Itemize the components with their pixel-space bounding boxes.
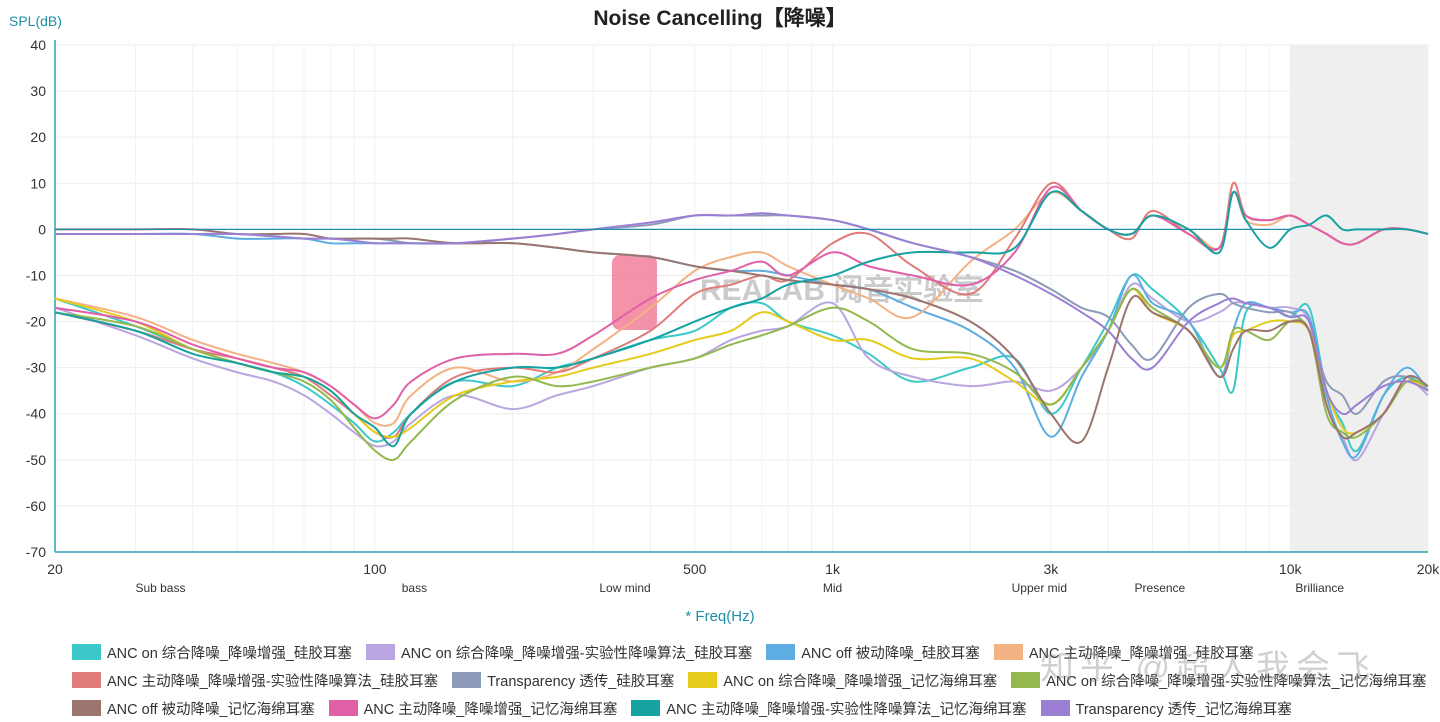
- legend-swatch: [1011, 672, 1041, 688]
- watermark-zhihu: 知乎 @超人我会飞: [1040, 649, 1376, 687]
- series-line: [54, 228, 1429, 444]
- band-label: Upper mid: [1012, 581, 1067, 595]
- legend-swatch: [72, 644, 101, 660]
- y-tick-label: -50: [26, 452, 46, 468]
- x-tick-label: 20: [47, 561, 63, 577]
- x-tick-label: 10k: [1279, 561, 1303, 577]
- legend-label: ANC 主动降噪_降噪增强-实验性降噪算法_记忆海绵耳塞: [666, 701, 1027, 718]
- legend-item[interactable]: ANC 主动降噪_降噪增强-实验性降噪算法_硅胶耳塞: [72, 670, 438, 691]
- legend-item[interactable]: ANC off 被动降噪_记忆海绵耳塞: [72, 698, 315, 719]
- y-tick-label: -30: [26, 360, 46, 376]
- chart-title: Noise Cancelling【降噪】: [593, 7, 847, 30]
- realab-watermark: REALAB 阅音实验室: [700, 273, 983, 307]
- legend-label: ANC on 综合降噪_降噪增强-实验性降噪算法_记忆海绵耳塞: [1046, 673, 1427, 690]
- legend-swatch: [452, 672, 482, 688]
- y-axis-label: SPL(dB): [9, 13, 62, 29]
- legend-item[interactable]: Transparency 透传_硅胶耳塞: [452, 670, 674, 691]
- y-tick-label: -20: [26, 314, 46, 330]
- legend-label: ANC off 被动降噪_硅胶耳塞: [801, 645, 980, 662]
- legend-swatch: [688, 672, 718, 688]
- y-tick-label: -40: [26, 406, 46, 422]
- band-label: Sub bass: [135, 581, 185, 595]
- legend-item[interactable]: ANC on 综合降噪_降噪增强-实验性降噪算法_硅胶耳塞: [365, 642, 753, 663]
- x-tick-label: 100: [363, 561, 387, 577]
- legend-row: ANC off 被动降噪_记忆海绵耳塞 ANC 主动降噪_降噪增强_记忆海绵耳塞 A…: [72, 694, 1440, 722]
- legend: ANC on 综合降噪_降噪增强_硅胶耳塞 ANC on 综合降噪_降噪增强-实验…: [72, 638, 1440, 722]
- legend-label: ANC off 被动降噪_记忆海绵耳塞: [107, 701, 315, 718]
- y-tick-label: 0: [38, 221, 46, 237]
- x-tick-label: 20k: [1417, 561, 1440, 577]
- legend-item[interactable]: ANC on 综合降噪_降噪增强_硅胶耳塞: [72, 642, 352, 663]
- y-tick-label: -10: [26, 267, 46, 283]
- band-label: bass: [402, 581, 427, 595]
- x-tick-label: 3k: [1044, 561, 1060, 577]
- legend-swatch: [72, 672, 101, 688]
- series-line: [54, 191, 1429, 427]
- y-tick-label: 40: [30, 37, 46, 53]
- series-line: [54, 282, 1429, 462]
- legend-item[interactable]: ANC 主动降噪_降噪增强-实验性降噪算法_记忆海绵耳塞: [631, 698, 1027, 719]
- legend-label: Transparency 透传_硅胶耳塞: [487, 673, 675, 690]
- y-tick-label: 10: [30, 175, 46, 191]
- legend-item[interactable]: ANC on 综合降噪_降噪增强-实验性降噪算法_记忆海绵耳塞: [1011, 670, 1427, 691]
- legend-label: ANC 主动降噪_降噪增强-实验性降噪算法_硅胶耳塞: [107, 673, 439, 690]
- y-tick-label: -60: [26, 498, 46, 514]
- y-tick-label: 20: [30, 129, 46, 145]
- legend-label: Transparency 透传_记忆海绵耳塞: [1075, 701, 1292, 718]
- legend-label: ANC 主动降噪_降噪增强_硅胶耳塞: [1028, 645, 1254, 662]
- legend-item[interactable]: ANC on 综合降噪_降噪增强_记忆海绵耳塞: [688, 670, 997, 691]
- x-tick-label: 1k: [825, 561, 841, 577]
- legend-row: ANC 主动降噪_降噪增强-实验性降噪算法_硅胶耳塞 Transparency 透…: [72, 666, 1440, 694]
- legend-item[interactable]: ANC 主动降噪_降噪增强_记忆海绵耳塞: [328, 698, 618, 719]
- band-label: Mid: [823, 581, 842, 595]
- legend-item[interactable]: ANC off 被动降噪_硅胶耳塞: [766, 642, 980, 663]
- legend-row: ANC on 综合降噪_降噪增强_硅胶耳塞 ANC on 综合降噪_降噪增强-实验…: [72, 638, 1440, 666]
- legend-label: ANC on 综合降噪_降噪增强-实验性降噪算法_硅胶耳塞: [400, 645, 753, 662]
- legend-swatch: [365, 644, 395, 660]
- legend-swatch: [766, 644, 796, 660]
- legend-item[interactable]: ANC 主动降噪_降噪增强_硅胶耳塞: [993, 642, 1254, 663]
- y-tick-label: 30: [30, 83, 46, 99]
- legend-swatch: [993, 644, 1023, 660]
- x-axis-label: * Freq(Hz): [685, 608, 755, 625]
- x-tick-label: 500: [683, 561, 707, 577]
- legend-swatch: [631, 700, 661, 716]
- legend-label: ANC on 综合降噪_降噪增强_硅胶耳塞: [107, 645, 352, 662]
- series-line: [54, 185, 1429, 420]
- legend-swatch: [1040, 700, 1070, 716]
- legend-swatch: [72, 700, 101, 716]
- brilliance-shaded-region: [1290, 45, 1428, 552]
- y-tick-label: -70: [26, 544, 46, 560]
- band-label: Low mind: [599, 581, 650, 595]
- band-label: Brilliance: [1295, 581, 1344, 595]
- legend-item[interactable]: Transparency 透传_记忆海绵耳塞: [1040, 698, 1292, 719]
- legend-label: ANC on 综合降噪_降噪增强_记忆海绵耳塞: [723, 673, 998, 690]
- legend-label: ANC 主动降噪_降噪增强_记忆海绵耳塞: [363, 701, 618, 718]
- legend-swatch: [328, 700, 358, 716]
- band-label: Presence: [1135, 581, 1186, 595]
